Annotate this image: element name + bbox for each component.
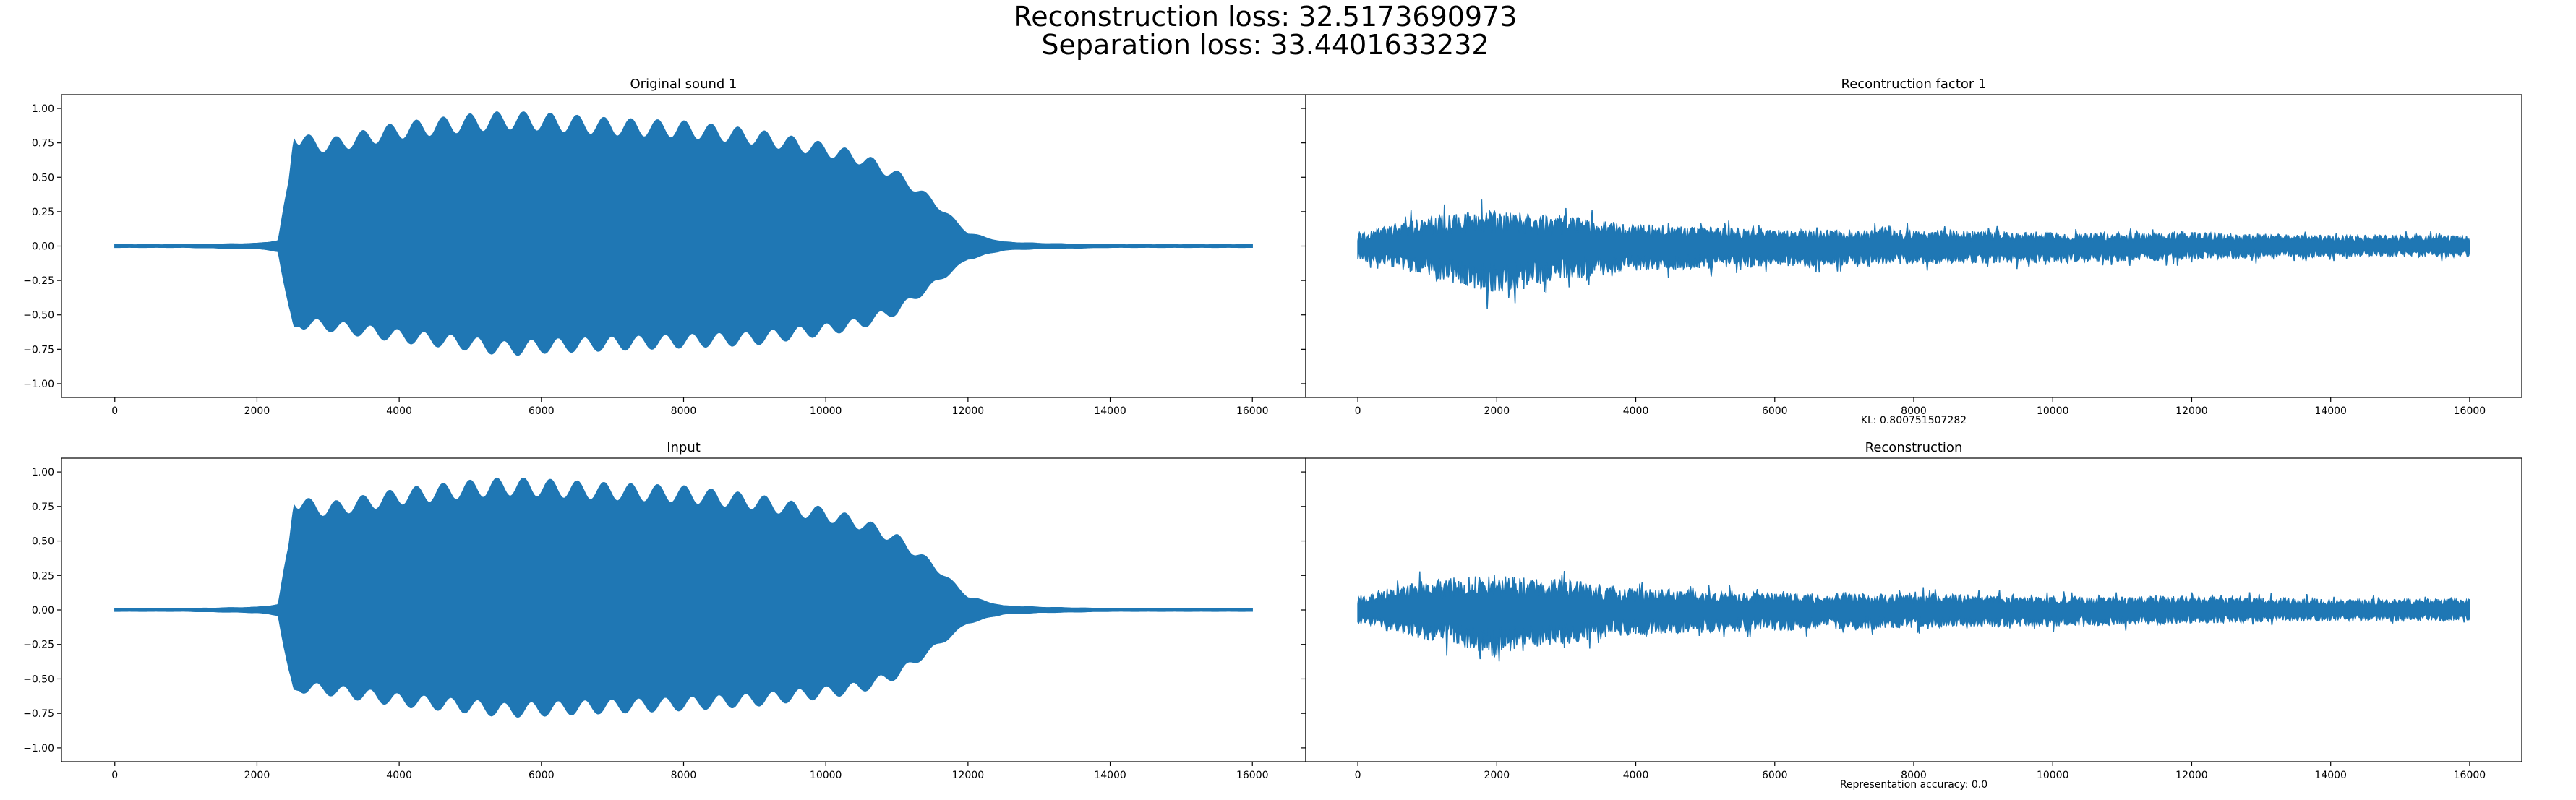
x-tick-label: 10000 [810,770,842,781]
subplot-title: Reconstruction [1865,440,1963,455]
x-tick-label: 4000 [1623,770,1649,781]
y-tick-label: 0.00 [32,605,54,616]
subplot-1: Original sound 1 0 2000 4000 6000 8000 10000 12… [23,77,1306,417]
x-tick-label: 6000 [529,405,555,417]
waveform-series [114,477,1253,718]
x-tick-label: 10000 [2037,405,2069,417]
x-axis-label: Representation accuracy: 0.0 [1840,779,1987,791]
x-tick-label: 14000 [2314,405,2347,417]
suptitle-line-2: Separation loss: 33.4401633232 [1041,29,1489,61]
x-tick-label: 6000 [529,770,555,781]
y-tick-label: 0.75 [32,502,54,513]
subplot-3: Input 0 2000 4000 6000 8000 10000 12000 14000 160… [23,440,1306,781]
y-tick-label: 1.00 [32,467,54,478]
subplot-title: Recontruction factor 1 [1841,77,1987,92]
x-tick-label: 16000 [2454,770,2486,781]
suptitle-line-1: Reconstruction loss: 32.5173690973 [1014,1,1518,33]
y-tick-label: −0.75 [23,708,54,720]
x-tick-label: 2000 [244,405,270,417]
x-tick-label: 14000 [1094,405,1126,417]
x-tick-label: 6000 [1762,405,1788,417]
x-tick-label: 4000 [386,405,412,417]
x-tick-label: 8000 [1901,770,1927,781]
y-tick-label: 0.00 [32,241,54,253]
y-tick-label: 0.25 [32,207,54,218]
x-tick-label: 0 [1355,405,1361,417]
x-tick-label: 2000 [1484,405,1510,417]
x-tick-label: 16000 [2454,405,2486,417]
x-tick-label: 2000 [1484,770,1510,781]
x-tick-label: 8000 [1901,405,1927,417]
x-tick-label: 2000 [244,770,270,781]
x-tick-label: 16000 [1236,405,1269,417]
y-tick-label: −0.50 [23,310,54,322]
waveform-series [1357,199,2470,310]
y-tick-label: 0.50 [32,536,54,548]
y-tick-label: −0.50 [23,674,54,685]
y-tick-label: −0.75 [23,344,54,356]
y-tick-label: 0.75 [32,138,54,150]
x-axis-label: KL: 0.800751507282 [1861,415,1967,426]
x-tick-label: 12000 [2175,770,2208,781]
subplot-2: Recontruction factor 1 0 2000 4000 6000 8000 1… [1301,77,2522,426]
x-tick-label: 4000 [386,770,412,781]
x-tick-label: 16000 [1236,770,1269,781]
subplot-grid: Original sound 1 0 2000 4000 6000 8000 10000 12… [23,77,2522,791]
x-tick-label: 4000 [1623,405,1649,417]
y-tick-label: −1.00 [23,379,54,390]
x-tick-label: 12000 [2175,405,2208,417]
y-tick-label: −1.00 [23,743,54,754]
y-tick-label: −0.25 [23,640,54,651]
x-tick-label: 14000 [2314,770,2347,781]
x-tick-label: 10000 [810,405,842,417]
x-tick-label: 12000 [952,770,985,781]
y-tick-label: 0.50 [32,172,54,184]
y-tick-label: −0.25 [23,275,54,287]
x-tick-label: 10000 [2037,770,2069,781]
waveform-series [114,111,1253,356]
x-tick-label: 8000 [671,770,697,781]
x-tick-label: 6000 [1762,770,1788,781]
x-tick-label: 0 [111,405,118,417]
y-tick-label: 0.25 [32,570,54,582]
subplot-4: Reconstruction 0 2000 4000 6000 8000 10000 1200… [1301,440,2522,791]
x-tick-label: 14000 [1094,770,1126,781]
subplot-title: Original sound 1 [630,77,737,92]
waveform-series [1357,570,2470,662]
x-tick-label: 12000 [952,405,985,417]
x-tick-label: 0 [111,770,118,781]
subplot-title: Input [667,440,701,455]
x-tick-label: 8000 [671,405,697,417]
x-tick-label: 0 [1355,770,1361,781]
y-tick-label: 1.00 [32,103,54,115]
